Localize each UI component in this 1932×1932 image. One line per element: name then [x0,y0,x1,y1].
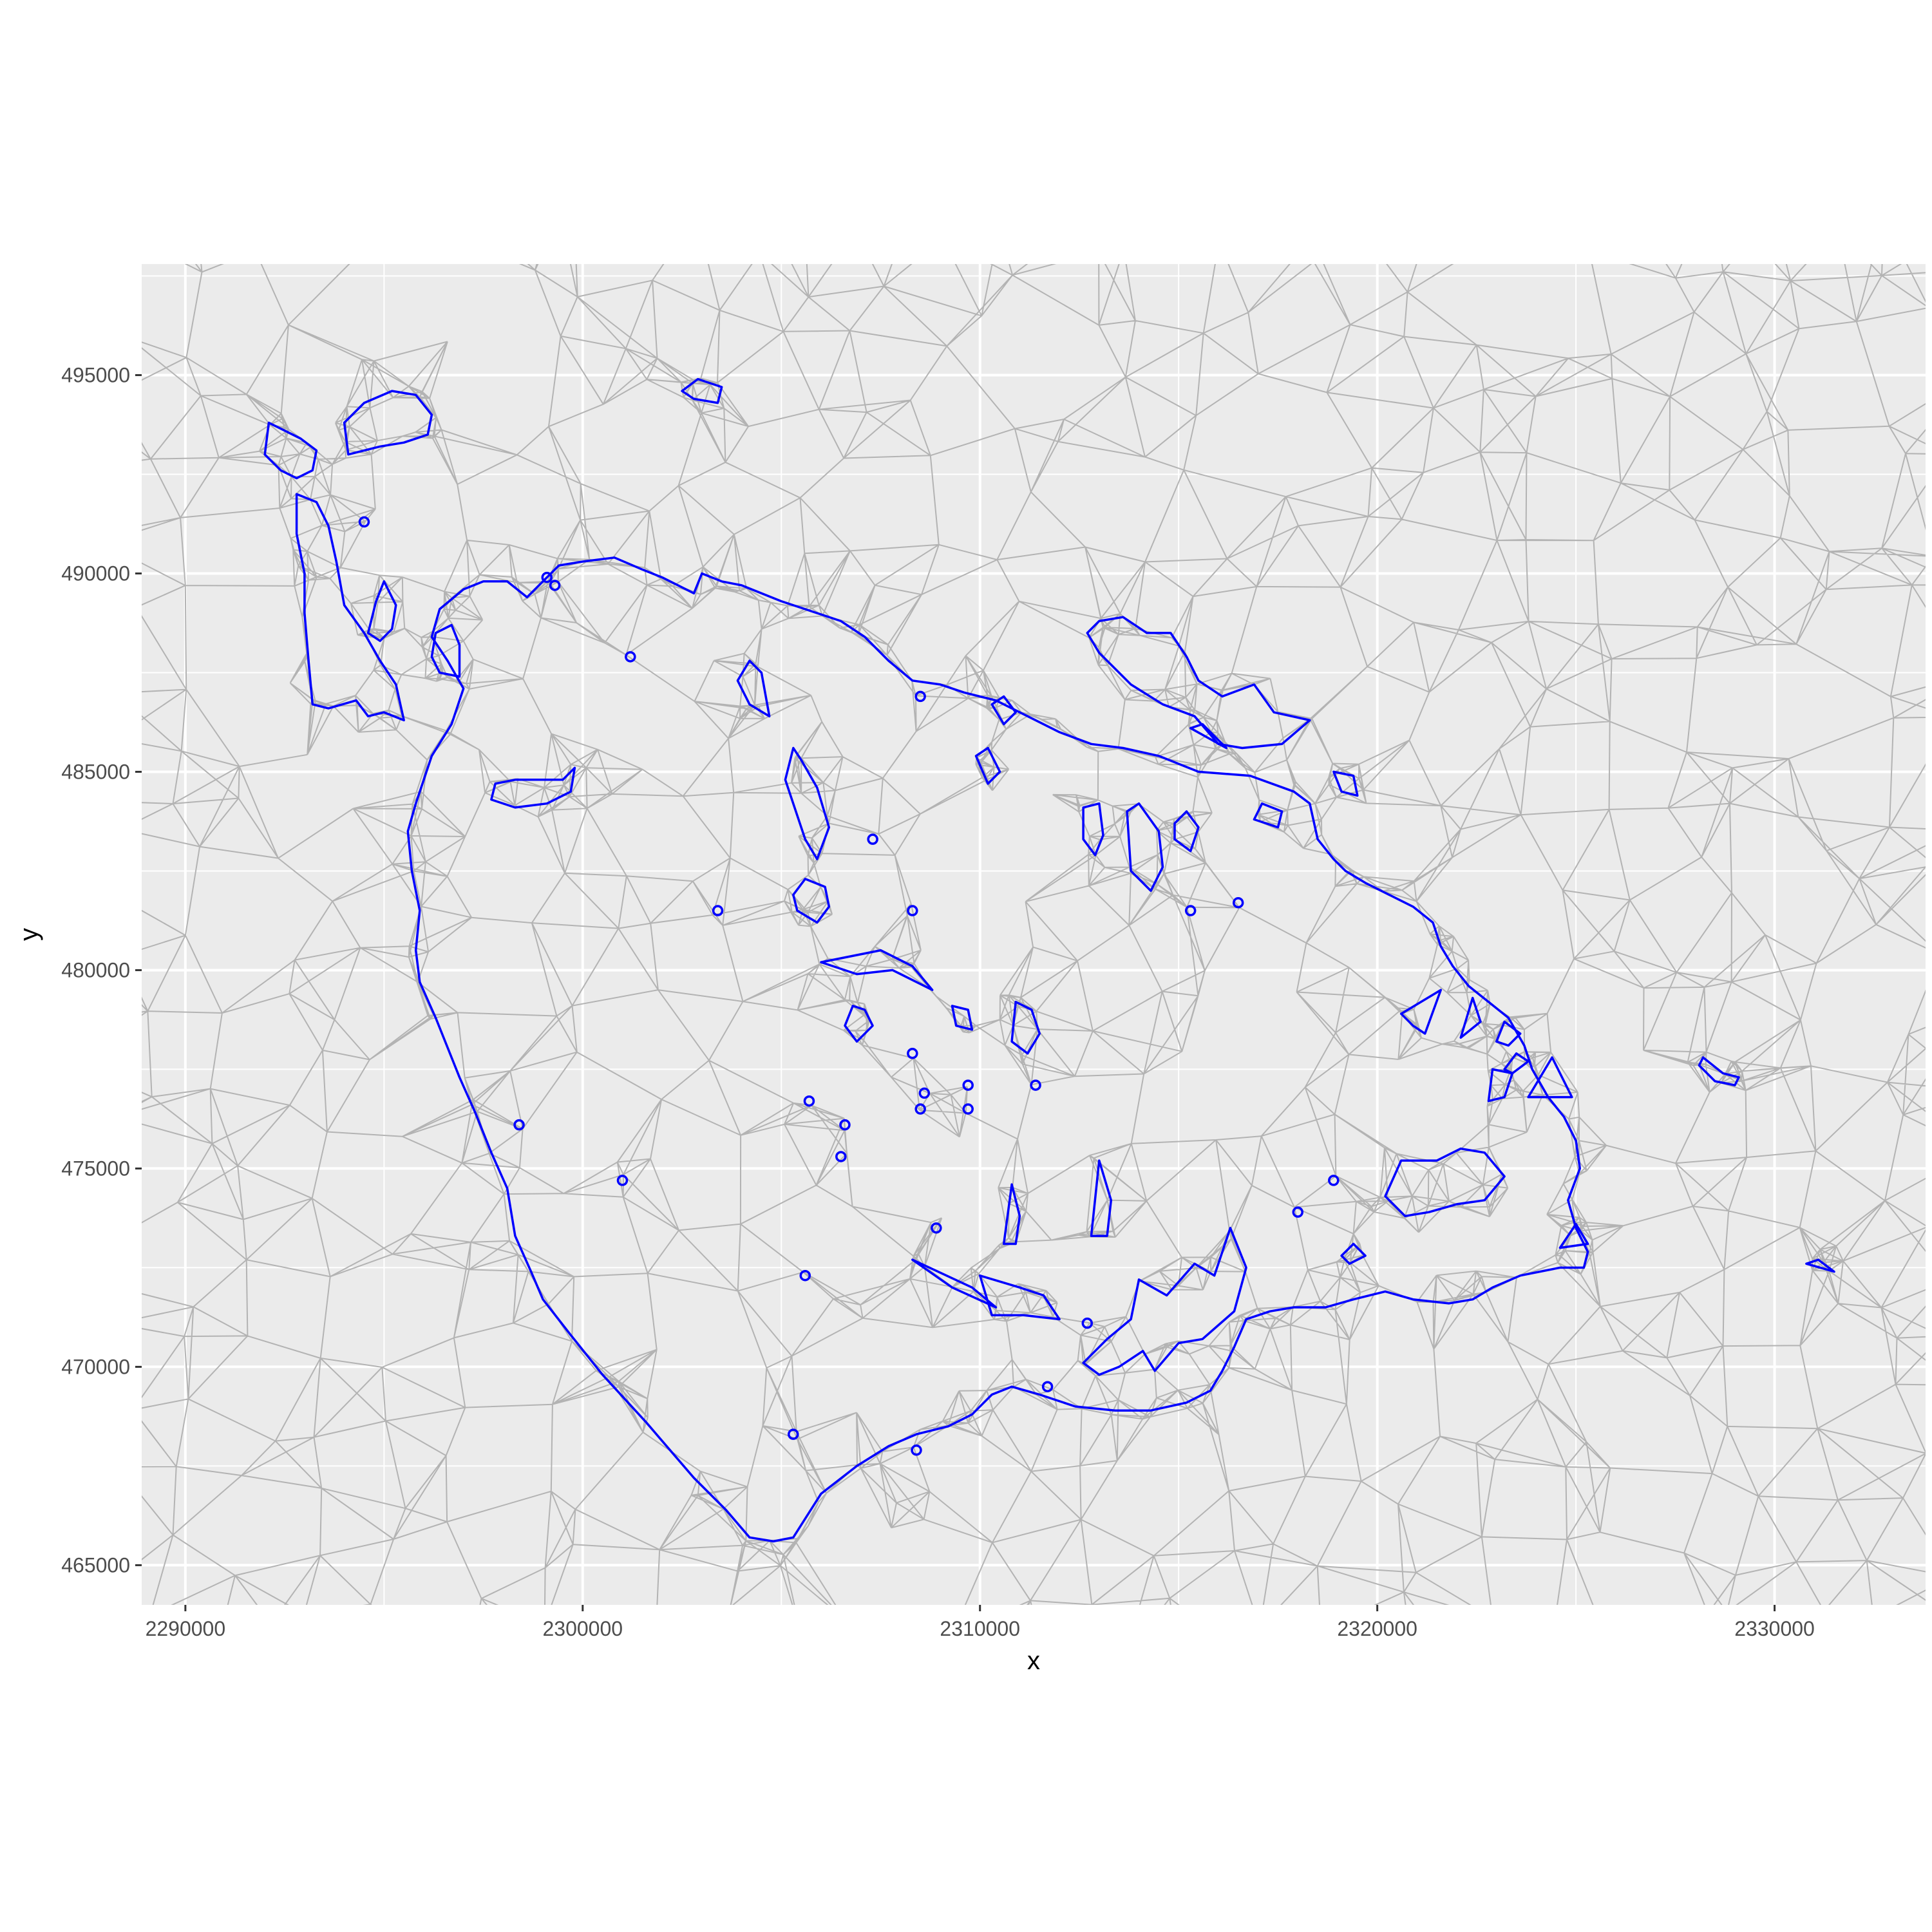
point-marker [1328,1175,1340,1186]
point-marker [1184,905,1197,916]
boundary-polygon [1459,996,1482,1039]
boundary-polygon [844,1005,874,1043]
point-marker [962,1103,974,1115]
y-tick-label: 495000 [61,363,130,386]
mesh-edges [142,264,1926,1605]
boundary-polygon [974,746,1001,785]
point-marker [1292,1206,1304,1218]
boundary-polygon [1253,802,1283,829]
boundary-polygon-main [406,556,1589,1543]
point-marker [911,1444,922,1456]
boundary-polygon [1558,1222,1589,1249]
point-marker [712,905,724,916]
boundary-polygon [1082,802,1104,857]
point-marker [616,1175,629,1186]
point-marker [918,1087,931,1099]
boundary-polygon [1002,1183,1021,1245]
y-tick-label: 475000 [61,1157,130,1180]
boundary-polygon [978,1274,1061,1321]
boundary-polygon [366,580,397,642]
x-tick-label: 2300000 [542,1617,623,1640]
y-tick-label: 465000 [61,1553,130,1577]
boundary-polygon [1010,1000,1041,1055]
boundary-polygon [1082,1227,1247,1376]
boundary-polygon [1503,1052,1530,1075]
y-axis-title: y [15,928,43,941]
boundary-polygon [1698,1056,1740,1086]
point-marker [914,1103,926,1115]
boundary-polygon [736,659,771,717]
point-marker [803,1095,815,1107]
y-axis: 465000 470000 475000 480000 485000 490000 4950… [61,363,142,1577]
boundary-polygon [1399,989,1443,1035]
point-marker [835,1151,847,1162]
point-marker [549,580,561,591]
boundary-polygon [430,623,461,678]
point-marker [1041,1381,1054,1392]
triangulation-mesh [142,264,1926,1605]
point-markers [358,516,1340,1456]
boundary-polygon [820,949,934,991]
y-tick-label: 470000 [61,1355,130,1378]
plot-panel [142,264,1926,1605]
point-marker [799,1269,811,1282]
x-tick-label: 2330000 [1734,1617,1815,1640]
x-tick-label: 2310000 [940,1617,1020,1640]
boundary-polygon [951,1005,974,1031]
boundary-polygons [263,377,1835,1543]
point-marker [907,1048,918,1059]
boundary-polygon [1090,1159,1113,1237]
point-marker [914,690,926,703]
x-axis: 2290000 2300000 2310000 2320000 2330000 [146,1605,1815,1640]
point-marker [1030,1079,1041,1091]
point-marker [1232,896,1244,909]
boundary-polygon [681,377,723,404]
x-axis-title: x [1027,1647,1040,1675]
boundary-polygon [1086,616,1311,750]
point-marker [867,833,878,845]
boundary-polygon [792,878,831,924]
boundary-polygon [1495,1020,1522,1047]
point-marker [931,1222,942,1234]
point-marker [788,1428,799,1440]
boundary-polygon [1126,802,1164,892]
boundary-polygon [1340,1242,1367,1265]
y-tick-label: 490000 [61,562,130,585]
point-marker [839,1119,851,1131]
boundary-polygon [1384,1147,1506,1218]
y-tick-label: 480000 [61,958,130,981]
boundary-polygon [1805,1258,1835,1273]
y-tick-label: 485000 [61,760,130,783]
point-marker [541,571,553,583]
point-marker [358,516,370,528]
x-tick-label: 2290000 [146,1617,226,1640]
point-marker [1081,1317,1094,1329]
boundary-polygon [263,421,318,480]
boundary-polygon [1189,723,1227,750]
boundary-polygon [343,390,433,456]
boundary-polygon [1527,1056,1573,1099]
boundary-polygon [295,493,405,722]
point-marker [513,1119,525,1131]
boundary-polygon [490,766,576,809]
boundary-polygon [1332,770,1359,797]
boundary-polygon [990,695,1017,726]
point-marker [625,651,636,663]
x-tick-label: 2320000 [1337,1617,1417,1640]
boundary-polygon [784,746,831,860]
boundary-polygon [911,1258,998,1309]
boundary-polygon [1173,810,1200,853]
point-marker [962,1079,974,1091]
point-marker [907,905,918,916]
